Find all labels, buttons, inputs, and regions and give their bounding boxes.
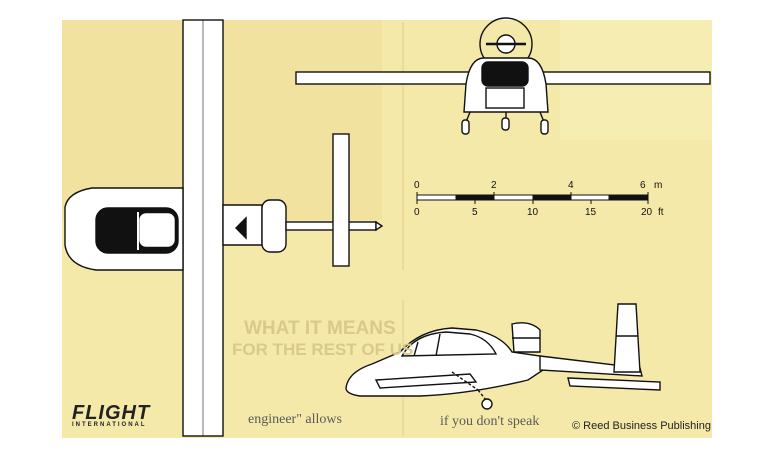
scale-metric-0: 0: [414, 180, 420, 191]
scale-bar: [416, 192, 649, 204]
tail-boom-top: [285, 221, 377, 231]
headline-line2: FOR THE REST OF US: [232, 340, 414, 359]
scale-imperial-15: 15: [585, 207, 597, 218]
scale-imperial-5: 5: [472, 207, 478, 218]
tailplane-top: [332, 133, 350, 267]
headline-line1: WHAT IT MEANS: [244, 318, 396, 339]
vertical-fin: [613, 303, 641, 373]
scale-metric-4: 4: [568, 180, 574, 191]
engine-nacelle-top: [261, 199, 287, 253]
top-view: [64, 19, 384, 437]
text-fragment-if-you: if you don't speak: [440, 414, 540, 429]
scale-metric-6: 6: [640, 180, 646, 191]
main-wheel-side: [481, 398, 493, 410]
canopy-side: [400, 331, 498, 357]
scale-metric-unit: m: [654, 180, 663, 191]
scale-imperial-unit: ft: [658, 207, 664, 218]
flight-international-logo: FLIGHT INTERNATIONAL: [72, 402, 151, 428]
front-view: [295, 17, 711, 135]
windshield-front: [481, 61, 529, 87]
nose-wheel: [501, 117, 510, 131]
logo-main-text: FLIGHT: [72, 402, 151, 424]
main-wheel-right: [540, 119, 549, 135]
scale-imperial-10: 10: [527, 207, 539, 218]
scale-imperial-20: 20: [641, 207, 653, 218]
scale-imperial-0: 0: [414, 207, 420, 218]
text-fragment-engineer: engineer" allows: [248, 412, 342, 427]
scale-metric-2: 2: [491, 180, 497, 191]
copyright-notice: © Reed Business Publishing: [572, 420, 711, 432]
logo-sub-text: INTERNATIONAL: [72, 422, 147, 428]
main-wheel-left: [461, 119, 470, 135]
tailplane-side: [567, 377, 661, 391]
side-view: [345, 303, 661, 410]
